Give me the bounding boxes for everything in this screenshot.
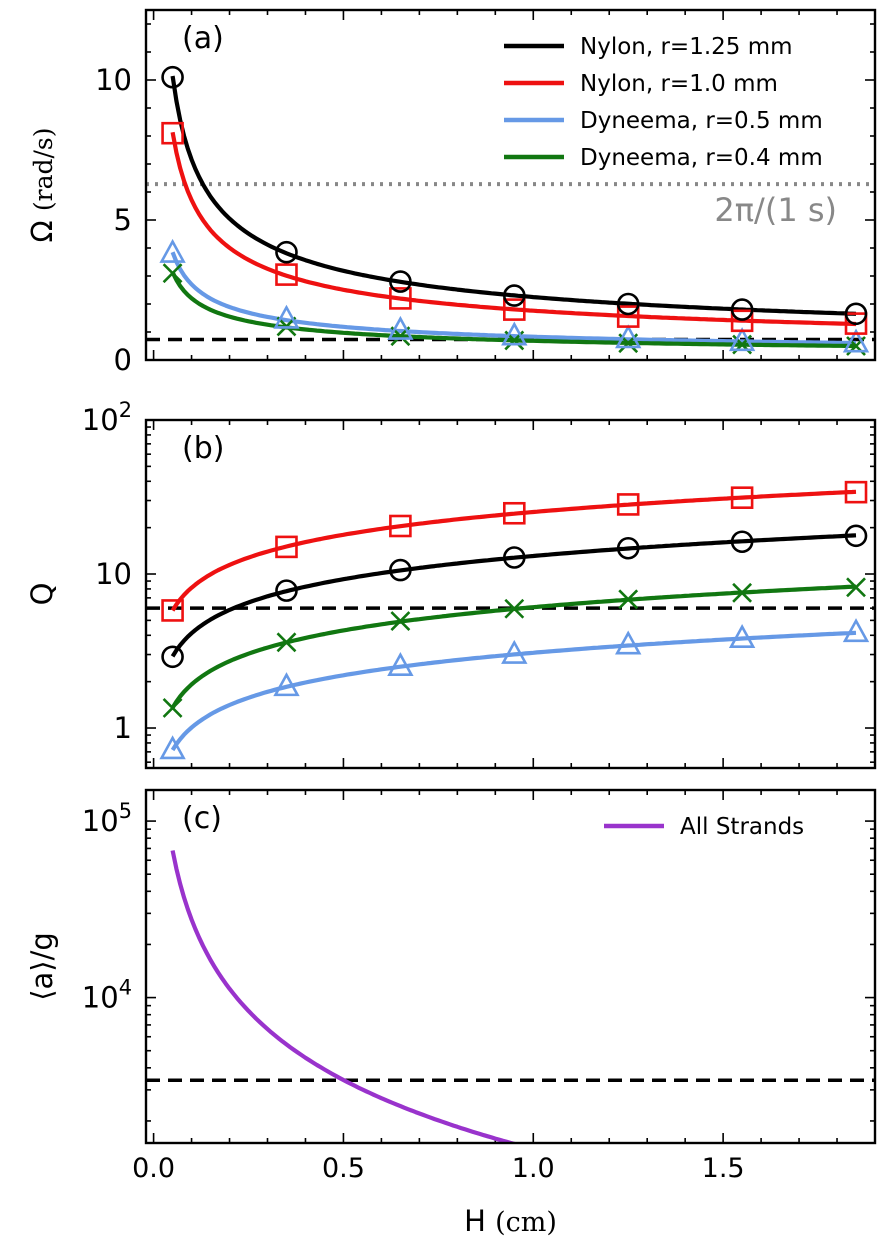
data-point	[390, 611, 411, 631]
data-point	[162, 263, 183, 284]
data-point	[161, 121, 184, 145]
x-tick-label: 0.0	[132, 1153, 175, 1184]
y-axis-label: Q	[25, 583, 59, 606]
data-point	[842, 328, 870, 353]
y-axis-label: ⟨a⟩/g	[25, 932, 59, 1001]
data-point	[162, 698, 183, 718]
data-point	[730, 309, 754, 333]
legend-label: All Strands	[680, 814, 804, 840]
data-point	[844, 312, 868, 335]
data-point	[504, 598, 525, 619]
legend-label: Dyneema, r=0.5 mm	[580, 108, 823, 134]
data-point	[275, 240, 298, 264]
data-point	[732, 582, 753, 603]
data-point	[159, 735, 186, 760]
data-point	[616, 536, 640, 560]
data-point	[276, 632, 297, 653]
data-point	[844, 524, 868, 548]
x-tick-label: 0.5	[322, 1153, 365, 1184]
plot-area	[146, 489, 875, 752]
data-point	[387, 315, 414, 340]
panel-label: (a)	[182, 21, 224, 56]
data-point	[502, 501, 526, 525]
data-point	[616, 305, 640, 328]
y-tick-label: 105	[82, 799, 132, 838]
legend-label: Nylon, r=1.25 mm	[580, 34, 793, 60]
data-point	[616, 292, 640, 316]
legend-label: Dyneema, r=0.4 mm	[580, 145, 823, 171]
plot-frame	[144, 788, 877, 1145]
data-point	[615, 630, 642, 655]
data-point	[389, 558, 412, 582]
x-tick-label: 1.0	[512, 1153, 555, 1184]
y-tick-label: 10	[95, 63, 132, 97]
data-point	[275, 263, 298, 286]
plot-area	[146, 850, 875, 1143]
series-line	[170, 489, 857, 612]
data-point	[730, 298, 754, 321]
panel-a: 0 5 10 2π/(1 s) (a) Ω (rad/s) Nylon, r=1.25 mm…	[25, 8, 877, 377]
data-point	[844, 302, 868, 326]
data-point	[161, 65, 184, 89]
data-point	[387, 652, 414, 677]
y-tick-label: 5	[114, 203, 132, 237]
panel-label: (b)	[182, 431, 224, 466]
panel-c: 0.0 0.5 1.0 1.5 H (cm) 104 105 (c) ⟨a⟩/g All Stra…	[25, 788, 877, 1238]
data-point	[389, 287, 412, 310]
data-point	[618, 589, 639, 610]
y-axis-label: Ω (rad/s)	[25, 127, 59, 242]
data-point	[273, 672, 300, 697]
reference-line-label: 2π/(1 s)	[714, 191, 837, 229]
data-point	[502, 298, 526, 321]
x-tick-label: 1.5	[702, 1153, 745, 1184]
x-axis-label: H (cm)	[464, 1204, 557, 1238]
y-tick-label: 0	[114, 343, 132, 377]
data-point	[730, 530, 754, 554]
data-point	[844, 480, 868, 504]
series-line	[170, 533, 857, 658]
data-point	[502, 546, 526, 569]
y-tick-label: 104	[82, 976, 132, 1015]
data-point	[389, 514, 412, 538]
data-point	[842, 618, 870, 643]
data-point	[501, 321, 528, 346]
data-point	[616, 493, 640, 516]
data-point	[615, 324, 642, 349]
data-point	[275, 579, 298, 602]
plot-frame	[144, 418, 877, 770]
series-line	[170, 850, 519, 1143]
data-point	[728, 327, 756, 352]
y-tick-label: 1	[114, 711, 132, 745]
legend: Nylon, r=1.25 mm Nylon, r=1.0 mm Dyneema, …	[504, 34, 823, 171]
data-point	[273, 304, 300, 329]
y-tick-label: 10	[95, 557, 132, 591]
data-point	[275, 535, 298, 559]
series-line	[170, 251, 856, 346]
data-point	[728, 624, 756, 649]
legend: All Strands	[604, 814, 804, 840]
plot-frame	[144, 8, 877, 362]
data-point	[730, 486, 754, 509]
data-point	[846, 577, 866, 598]
legend-label: Nylon, r=1.0 mm	[580, 71, 778, 97]
data-point	[159, 238, 186, 263]
series-line	[170, 630, 857, 752]
data-point	[502, 284, 526, 307]
y-tick-label: 102	[82, 398, 132, 437]
data-point	[161, 599, 184, 622]
data-point	[161, 645, 184, 669]
panel-label: (c)	[182, 801, 222, 836]
panel-b: 1 10 102 (b) Q	[25, 398, 877, 770]
data-point	[501, 639, 528, 664]
data-point	[389, 270, 412, 293]
